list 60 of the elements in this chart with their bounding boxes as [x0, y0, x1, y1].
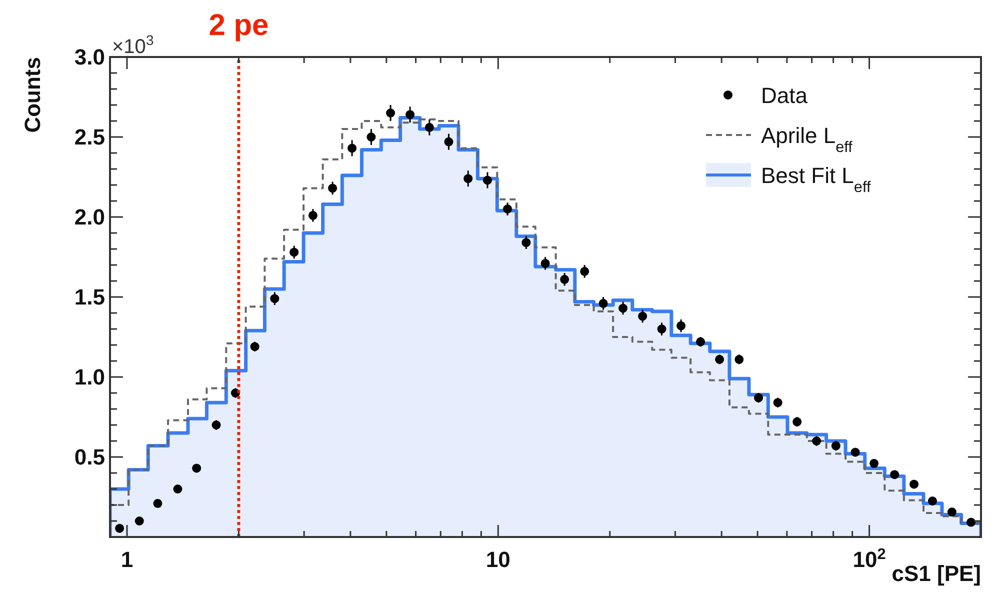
point [153, 498, 162, 508]
point [850, 448, 860, 457]
y-tick-label: 0.5 [74, 444, 105, 470]
point [580, 266, 590, 276]
point [560, 274, 570, 284]
point [212, 420, 221, 430]
legend-label: Data [761, 83, 808, 108]
point [966, 518, 976, 527]
y-tick-label: 2.5 [74, 124, 105, 150]
point [290, 248, 299, 257]
x-tick-label: 10$^{2}$ [852, 546, 886, 572]
y-axis-title: Counts [20, 57, 45, 133]
point [424, 122, 434, 132]
point [270, 294, 280, 304]
x-tick-label: 10 [486, 547, 510, 572]
point [947, 508, 956, 517]
point [328, 184, 338, 193]
point [444, 137, 454, 146]
x-axis-title: cS1 [PE] [892, 561, 981, 586]
point [831, 441, 840, 450]
point [540, 258, 550, 268]
point [773, 398, 782, 408]
point [250, 342, 260, 352]
point [464, 174, 473, 184]
point [812, 436, 822, 446]
point [910, 480, 919, 489]
point [115, 524, 124, 533]
point [638, 312, 648, 321]
point [657, 324, 666, 334]
point [192, 464, 202, 473]
point [715, 354, 724, 364]
annotation: ×10$^{3}$ [112, 32, 154, 58]
point [134, 516, 144, 526]
point [598, 298, 608, 308]
point [696, 337, 706, 346]
y-tick-label: 2.0 [74, 204, 105, 230]
ref-line-label: 2 pe [208, 9, 269, 42]
point [503, 204, 512, 214]
legend-label: Aprile L$_{eff}$ [761, 123, 854, 156]
x-tick-label: 1 [120, 547, 134, 572]
point [618, 304, 628, 313]
point [348, 144, 357, 153]
point [792, 417, 802, 426]
point [676, 321, 686, 330]
y-tick-label: 1.5 [74, 284, 105, 310]
point [366, 132, 376, 142]
point [386, 108, 396, 118]
point [890, 470, 900, 480]
point [870, 458, 879, 468]
point [406, 110, 415, 120]
y-tick-label: 1.0 [74, 364, 105, 390]
point [173, 484, 182, 494]
point [522, 238, 531, 248]
point [928, 496, 937, 506]
y-tick-label: 3.0 [74, 44, 105, 70]
point [482, 176, 492, 185]
point [734, 354, 744, 364]
point [308, 210, 318, 220]
point [754, 393, 764, 402]
legend-label: Best Fit L$_{eff}$ [761, 163, 872, 196]
